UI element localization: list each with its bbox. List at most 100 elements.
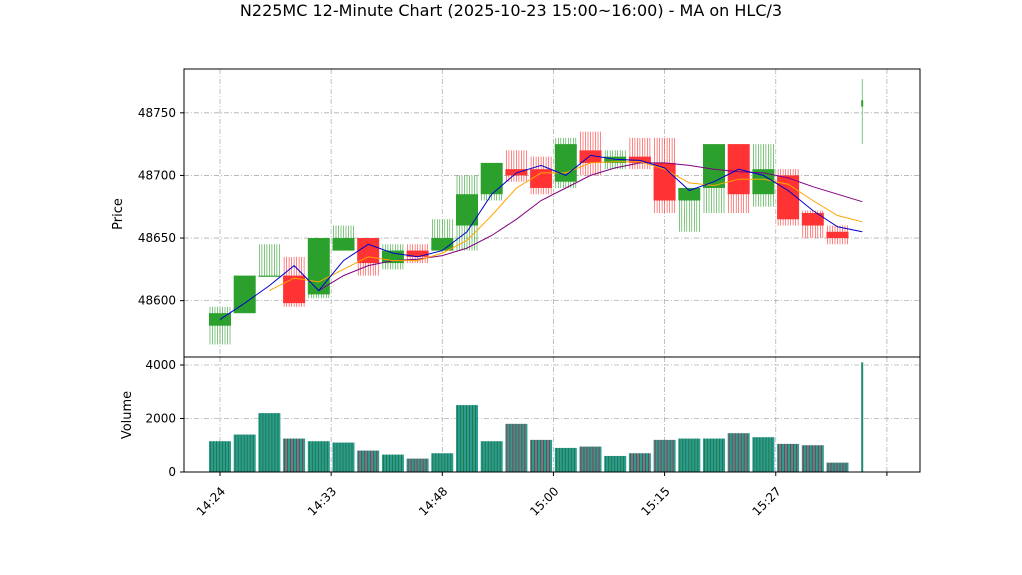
volume-bar-fill bbox=[678, 438, 701, 472]
price-tick-label: 48650 bbox=[138, 231, 176, 245]
candle-body bbox=[530, 169, 553, 188]
volume-bar-fill bbox=[579, 446, 602, 472]
x-tick-label: 15:00 bbox=[527, 484, 561, 518]
candle-body bbox=[604, 156, 627, 163]
volume-bar bbox=[505, 423, 528, 472]
volume-bar bbox=[456, 405, 478, 472]
volume-bar bbox=[209, 441, 231, 472]
volume-bar bbox=[233, 434, 256, 472]
price-tick-label: 48600 bbox=[138, 294, 176, 308]
volume-bar-fill bbox=[357, 450, 380, 472]
candle bbox=[727, 144, 750, 213]
candle-body bbox=[209, 313, 231, 326]
volume-bar-fill bbox=[777, 443, 800, 472]
candle-body bbox=[801, 213, 824, 226]
candle-body bbox=[381, 250, 404, 264]
candle-body bbox=[752, 169, 775, 195]
candle bbox=[431, 219, 454, 251]
volume-bar-fill bbox=[381, 454, 404, 472]
candle-body bbox=[505, 169, 528, 176]
x-tick-label: 15:27 bbox=[750, 484, 784, 518]
candle bbox=[801, 210, 824, 239]
volume-bar bbox=[801, 445, 824, 472]
volume-axes-frame bbox=[183, 356, 921, 473]
candle bbox=[258, 244, 281, 277]
volume-bar-fill bbox=[480, 441, 503, 472]
volume-bar bbox=[258, 413, 281, 472]
volume-bar bbox=[604, 455, 627, 472]
volume-bar bbox=[628, 453, 651, 472]
candle bbox=[209, 306, 231, 345]
candle bbox=[861, 79, 864, 145]
candle-body bbox=[703, 144, 725, 188]
volume-bar-fill bbox=[505, 423, 528, 472]
volume-bar-fill bbox=[406, 458, 429, 472]
volume-tick-label: 0 bbox=[168, 465, 176, 479]
candle-body bbox=[480, 162, 503, 195]
candle-body bbox=[431, 238, 454, 251]
volume-bar bbox=[703, 438, 725, 472]
volume-bar bbox=[332, 442, 355, 472]
x-tick-label: 14:33 bbox=[305, 484, 339, 518]
x-tick-label: 14:48 bbox=[416, 484, 450, 518]
candle bbox=[307, 238, 330, 299]
volume-bar-fill bbox=[431, 453, 454, 472]
candle bbox=[530, 156, 553, 195]
volume-bar bbox=[480, 441, 503, 472]
volume-bar bbox=[752, 437, 775, 472]
volume-axis-ticks: 0 2000 4000 bbox=[145, 358, 184, 479]
x-axis-ticks: 14:24 14:33 14:48 15:00 15:15 15:27 bbox=[194, 472, 888, 519]
x-tick-label: 14:24 bbox=[194, 484, 228, 518]
candle-body bbox=[456, 194, 478, 226]
volume-bar-fill bbox=[801, 445, 824, 472]
volume-bar bbox=[406, 458, 429, 472]
candle-body bbox=[777, 175, 800, 220]
price-axis-label: Price bbox=[111, 198, 126, 230]
candle bbox=[826, 225, 849, 245]
volume-bar bbox=[431, 453, 454, 472]
price-tick-label: 48700 bbox=[138, 168, 176, 182]
candle bbox=[505, 150, 528, 182]
candle bbox=[579, 131, 602, 176]
volume-tick-label: 4000 bbox=[145, 358, 176, 372]
x-tick-label: 15:15 bbox=[638, 484, 672, 518]
candle bbox=[777, 169, 800, 226]
volume-bar bbox=[678, 438, 701, 472]
volume-tick-label: 2000 bbox=[145, 412, 176, 426]
volume-bar bbox=[826, 462, 849, 472]
volume-bar bbox=[381, 454, 404, 472]
candle-body bbox=[332, 238, 355, 251]
volume-bar bbox=[554, 447, 577, 472]
volume-bar bbox=[727, 433, 750, 472]
candle bbox=[233, 275, 256, 314]
volume-bar-fill bbox=[530, 439, 553, 472]
volume-bar bbox=[777, 443, 800, 472]
candle bbox=[381, 244, 404, 270]
candle-body bbox=[554, 144, 577, 182]
candle bbox=[554, 137, 577, 188]
candle bbox=[703, 144, 725, 213]
price-axis-ticks: 48600 48650 48700 48750 bbox=[138, 106, 184, 308]
price-bars bbox=[209, 79, 864, 345]
volume-bar-fill bbox=[209, 441, 231, 472]
volume-bar-fill bbox=[628, 453, 651, 472]
candle bbox=[752, 144, 775, 207]
candle-body bbox=[258, 275, 281, 277]
volume-bars bbox=[209, 362, 864, 472]
volume-bar bbox=[530, 439, 553, 472]
volume-bar-fill bbox=[604, 455, 627, 472]
candle bbox=[456, 175, 478, 251]
candle bbox=[332, 225, 355, 251]
volume-bar-fill bbox=[752, 437, 775, 472]
volume-bar-fill bbox=[332, 442, 355, 472]
volume-bar-fill bbox=[826, 462, 849, 472]
volume-bar bbox=[307, 441, 330, 472]
volume-bar-fill bbox=[233, 434, 256, 472]
volume-bar-fill bbox=[653, 439, 676, 472]
volume-bar bbox=[861, 362, 864, 472]
ma-fast-line bbox=[219, 154, 863, 320]
volume-bar bbox=[653, 439, 676, 472]
volume-bar bbox=[283, 438, 306, 472]
candle bbox=[678, 187, 701, 232]
